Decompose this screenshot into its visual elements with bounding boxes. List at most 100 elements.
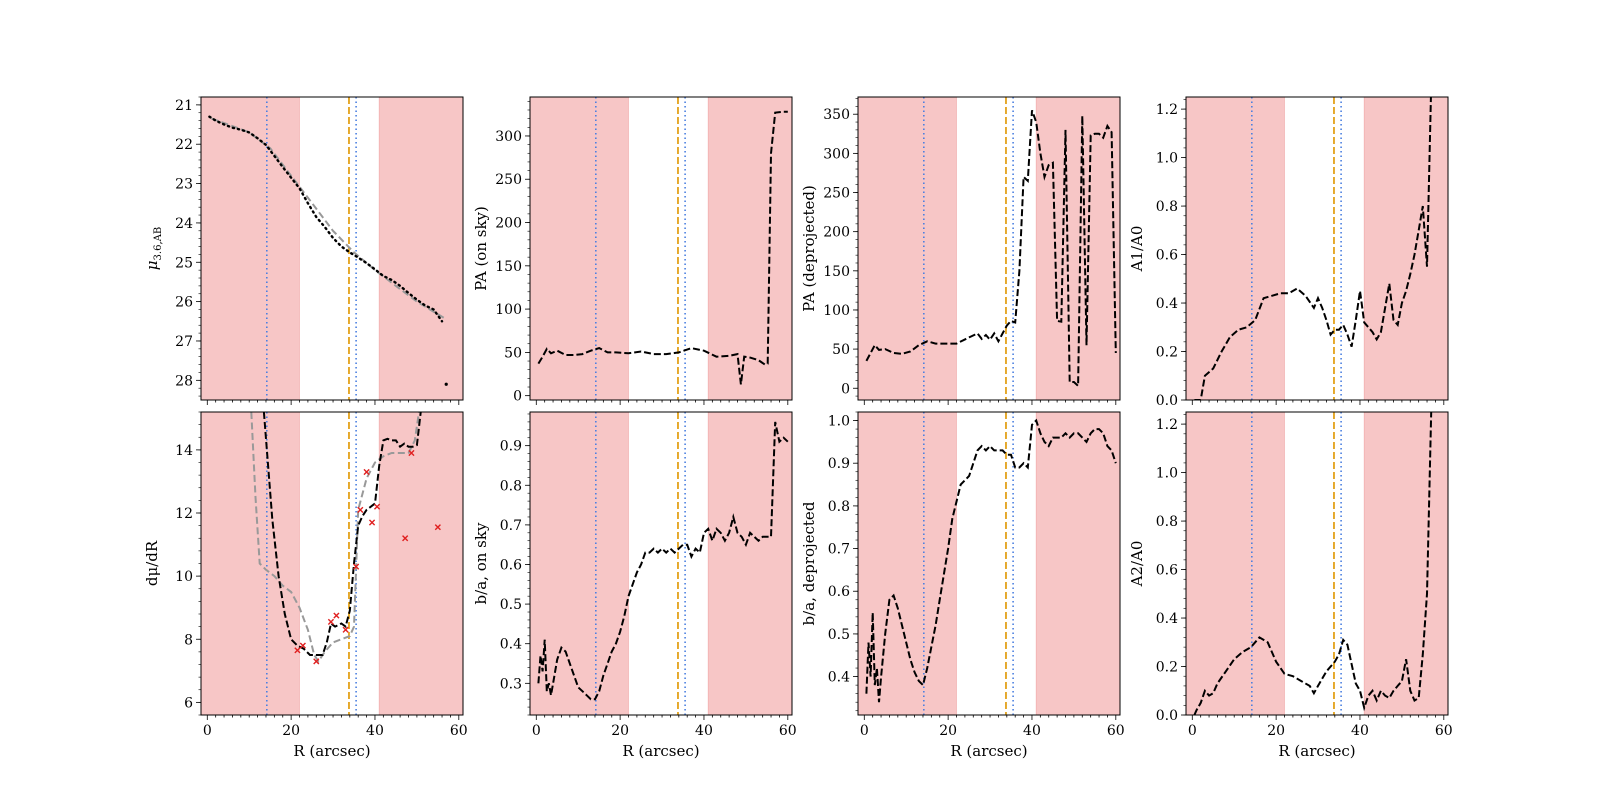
y-axis-label: b/a, deprojected [800,501,818,625]
series-ba_dep-ba_dep [865,418,1117,703]
x-axis-label: R (arcsec) [622,742,699,760]
y-tick-label: 6 [184,695,193,711]
y-tick-label: 0.5 [828,627,850,643]
y-tick-label: 23 [175,177,193,193]
x-tick-label: 0 [1188,723,1197,739]
axes-frame [857,411,1121,716]
plot-area [858,412,1120,715]
shaded-region-2 [378,97,463,400]
x-tick-label: 40 [695,723,713,739]
series-a1-A1 [1194,97,1432,400]
shaded-region-2 [1035,97,1120,400]
axes-frame [200,96,464,401]
x-tick-label: 20 [939,723,957,739]
y-tick-label: 0.4 [828,670,850,686]
panel-mu: 21 22 23 24 25 26 27 28 μ3.6,AB [143,96,464,405]
series-pa_dep-PA_dep [865,109,1117,389]
red-x-point-1 [294,647,301,654]
y-tick-label: 25 [175,255,193,271]
red-x-point-10 [368,519,376,526]
panel-a2: 0 20 40 60 R (arcsec) 0.0 0.2 0.4 0.6 0.8 1.0 1.2 A2… [1128,411,1453,760]
y-tick-label: 350 [823,107,850,123]
axes-frame [1185,96,1449,401]
shaded-region-2 [1363,412,1448,715]
y-tick-label: 150 [495,259,522,275]
panel-pa_sky: 0 50 100 150 200 250 300 PA (on sky) [472,96,793,405]
y-tick-label: 0.4 [500,637,522,653]
y-tick-label: 250 [495,172,522,188]
y-tick-label: 0.6 [828,584,850,600]
y-tick-label: 300 [495,129,522,145]
x-tick-label: 60 [1107,723,1125,739]
y-tick-label: 0.2 [1156,345,1178,361]
shaded-region-2 [1363,97,1448,400]
panel-pa_dep: 0 50 100 150 200 250 300 350 PA (deprojected) [800,96,1121,405]
plot-area [1186,412,1448,715]
shaded-region-1 [530,412,629,715]
shaded-region-1 [201,412,300,715]
red-x-point-6 [342,626,349,633]
series-ba_sky-ba [537,421,789,701]
y-tick-label: 0.3 [500,676,522,692]
x-tick-label: 60 [450,723,468,739]
shaded-region-1 [1186,412,1285,715]
y-tick-label: 26 [175,295,193,311]
red-x-point-12 [402,535,409,542]
plot-area [201,412,463,715]
y-tick-label: 0.2 [1156,660,1178,676]
x-tick-label: 60 [779,723,797,739]
red-x-point-8 [357,506,364,513]
shaded-region-2 [707,97,792,400]
plot-area [201,97,463,400]
x-tick-label: 0 [860,723,869,739]
red-x-point-2 [299,642,306,649]
series-dmudr-data [262,412,422,656]
y-tick-label: 0.7 [500,518,522,534]
red-x-point-3 [313,658,320,665]
shaded-region-2 [378,412,463,715]
y-tick-label: 0.6 [1156,563,1178,579]
x-tick-label: 0 [203,723,212,739]
y-tick-label: 0.6 [1156,248,1178,264]
plot-area [1186,97,1448,400]
series-dmudr-model [250,412,420,664]
axes-frame [1185,411,1449,716]
y-tick-label: 300 [823,146,850,162]
y-tick-label: 14 [175,443,193,459]
y-tick-label: 100 [495,302,522,318]
y-tick-label: 1.2 [1156,417,1178,433]
y-tick-label: 0.9 [500,439,522,455]
x-axis-label: R (arcsec) [293,742,370,760]
shaded-region-2 [707,412,792,715]
y-tick-label: 0.9 [828,456,850,472]
y-tick-label: 27 [175,334,193,350]
axes-frame [857,96,1121,401]
y-tick-label: 0.4 [1156,611,1178,627]
y-axis-label: PA (on sky) [472,206,490,291]
y-tick-label: 0.8 [1156,199,1178,215]
red-x-point-13 [408,449,415,457]
panel-ba_dep: 0 20 40 60 R (arcsec) 0.4 0.5 0.6 0.7 0.8 0.9 1.0 b/… [800,411,1125,760]
y-label-sub: 3.6,AB [153,227,164,261]
y-tick-label: 0.0 [1156,393,1178,409]
y-tick-label: 200 [823,225,850,241]
y-axis-label: A1/A0 [1128,226,1146,273]
series-pa_sky-PA [537,110,788,385]
y-axis-label: μ3.6,AB [143,227,164,270]
y-axis-label: b/a, on sky [472,522,490,604]
series-mu-model [211,117,447,321]
plot-area [530,412,792,715]
x-tick-label: 40 [1023,723,1041,739]
y-tick-label: 50 [504,345,522,361]
shaded-region-1 [201,97,300,400]
y-tick-label: 1.0 [1156,151,1178,167]
y-tick-label: 24 [175,216,193,232]
shaded-region-1 [858,97,957,400]
y-tick-label: 21 [175,98,193,114]
red-x-point-4 [327,618,335,625]
y-tick-label: 0.7 [828,542,850,558]
panel-ba_sky: 0 20 40 60 R (arcsec) 0.3 0.4 0.5 0.6 0.7 0.8 0.9 b/… [472,411,797,760]
y-tick-label: 0.6 [500,557,522,573]
axes-frame [529,411,793,716]
shaded-region-1 [858,412,957,715]
